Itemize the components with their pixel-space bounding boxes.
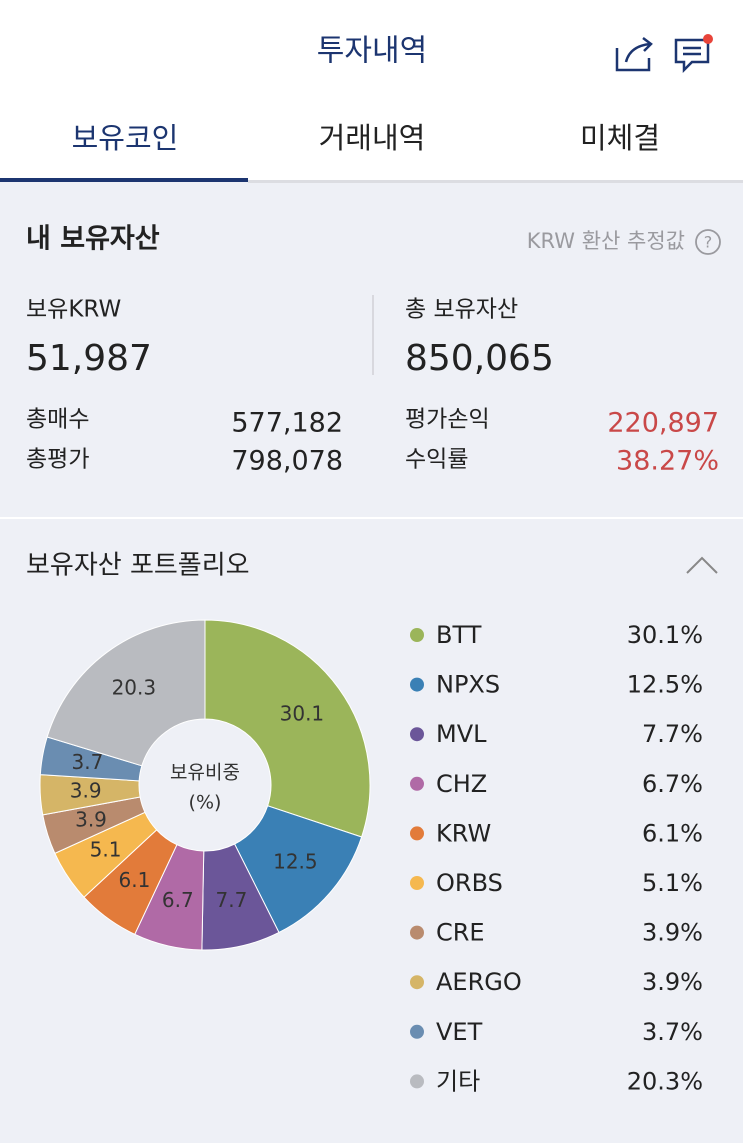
legend-value: 30.1%: [627, 621, 703, 649]
legend-swatch: [410, 1074, 424, 1089]
legend-label: MVL: [436, 720, 487, 748]
legend-label: 기타: [436, 1067, 480, 1095]
center-title: 보유비중: [170, 762, 240, 784]
section-divider: [0, 517, 743, 519]
pie-slice: [204, 619, 371, 838]
row-label: 평가손익: [405, 407, 490, 433]
legend-label: NPXS: [436, 671, 500, 699]
note: KRW 환산 추정값: [527, 229, 685, 253]
legend-swatch: [410, 975, 424, 990]
legend-label: VET: [436, 1018, 483, 1046]
notification-dot: [703, 34, 713, 44]
legend-value: 20.3%: [627, 1067, 703, 1095]
tab[interactable]: 미체결: [580, 121, 660, 155]
legend-swatch: [410, 677, 424, 692]
slice-label: 30.1: [280, 702, 325, 726]
tab-indicator: [0, 178, 248, 182]
row-label: 총매수: [26, 407, 89, 433]
legend-label: CHZ: [436, 770, 487, 798]
slice-label: 6.1: [119, 868, 151, 892]
legend-value: 3.9%: [642, 919, 703, 947]
big-value: 850,065: [405, 338, 554, 379]
share-icon[interactable]: [615, 37, 653, 72]
help-icon: ?: [704, 233, 713, 252]
share-arrow: [624, 37, 653, 63]
slice-label: 3.9: [75, 807, 107, 831]
header-title: 투자내역: [317, 34, 427, 69]
tab[interactable]: 보유코인: [72, 121, 179, 155]
pie-slice: [46, 619, 206, 767]
legend-label: BTT: [436, 621, 482, 649]
tab[interactable]: 거래내역: [319, 121, 426, 155]
row-label: 수익률: [405, 447, 468, 473]
legend-swatch: [410, 826, 424, 841]
legend-value: 7.7%: [642, 720, 703, 748]
row-value: 38.27%: [616, 446, 719, 477]
message-lines: [683, 46, 701, 56]
center-unit: (%): [189, 792, 222, 814]
legend-swatch: [410, 628, 424, 642]
section-title: 내 보유자산: [26, 224, 160, 255]
row-value: 220,897: [607, 408, 719, 439]
share-box: [615, 48, 651, 72]
legend-value: 6.1%: [642, 819, 703, 847]
legend-label: KRW: [436, 819, 491, 847]
pie-chart: 30.1 12.5 7.7 6.7 6.1 5.1 3.9 3.9 3.7 20.3 보유비중 (%): [39, 619, 371, 951]
slice-label: 3.7: [72, 750, 104, 774]
top-bar: [0, 0, 743, 182]
legend-value: 12.5%: [627, 671, 703, 699]
legend-swatch: [410, 876, 424, 890]
legend-value: 5.1%: [642, 869, 703, 897]
legend-swatch: [410, 1024, 424, 1039]
slice-label: 7.7: [216, 888, 248, 912]
legend-value: 3.7%: [642, 1018, 703, 1046]
section-title: 보유자산 포트폴리오: [26, 551, 250, 581]
label: 보유KRW: [26, 297, 121, 323]
slice-label: 3.9: [70, 779, 102, 803]
slice-label: 6.7: [162, 888, 194, 912]
row-value: 798,078: [231, 446, 343, 477]
legend-swatch: [410, 727, 424, 742]
tab-divider: [248, 180, 743, 183]
slice-label: 5.1: [90, 838, 122, 862]
legend-label: CRE: [436, 919, 485, 947]
label: 총 보유자산: [405, 297, 518, 323]
legend-value: 6.7%: [642, 770, 703, 798]
legend-swatch: [410, 925, 424, 940]
legend-label: AERGO: [436, 968, 522, 996]
slice-label: 12.5: [273, 850, 318, 874]
pie-slice: [233, 805, 363, 934]
legend: BTT 30.1% NPXS 12.5% MVL 7.7% CHZ 6.7% KRW 6.1% OR…: [410, 621, 703, 1095]
row-label: 총평가: [26, 447, 89, 473]
message-icon[interactable]: [674, 34, 713, 74]
help-circle[interactable]: [695, 229, 721, 255]
big-value: 51,987: [26, 338, 152, 379]
row-value: 577,182: [231, 408, 343, 439]
legend-label: ORBS: [436, 869, 503, 897]
collapse-chevron[interactable]: [686, 556, 718, 574]
legend-swatch: [410, 776, 424, 791]
slice-label: 20.3: [112, 675, 157, 699]
legend-value: 3.9%: [642, 968, 703, 996]
